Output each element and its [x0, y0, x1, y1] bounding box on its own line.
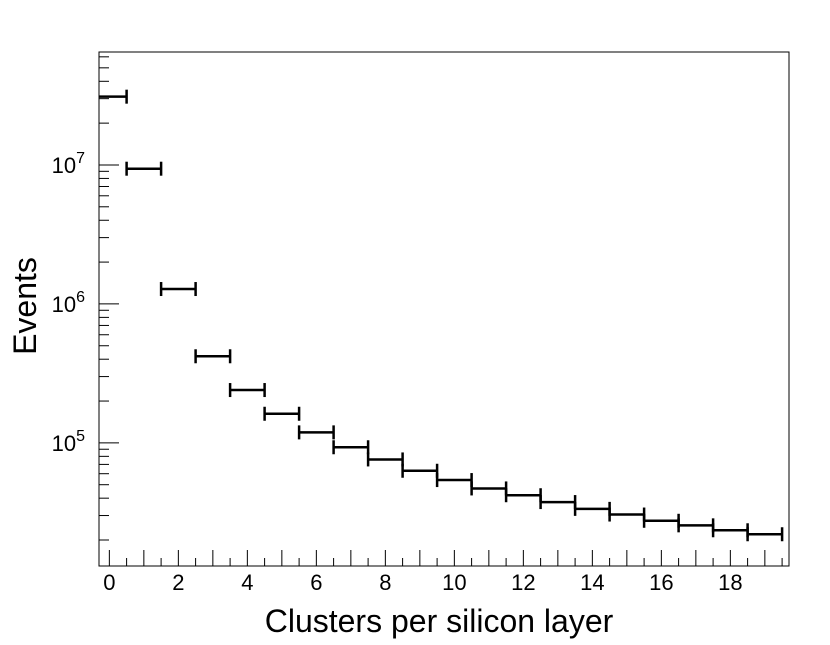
histogram-bins [99, 89, 784, 542]
histogram-bin [504, 488, 542, 503]
histogram-bin [608, 507, 646, 522]
y-axis-title: Events [7, 257, 43, 355]
axis-ticks [99, 56, 783, 566]
histogram-bin [159, 282, 197, 297]
histogram-bin [332, 440, 370, 455]
histogram-bin [99, 89, 128, 104]
histogram-bin [711, 523, 749, 538]
x-tick-label: 12 [511, 570, 535, 595]
x-tick-label: 10 [442, 570, 466, 595]
histogram-bin [125, 161, 163, 176]
x-tick-label: 8 [379, 570, 391, 595]
y-tick-label: 107 [52, 150, 85, 178]
histogram-bin [228, 383, 266, 398]
histogram-bin [194, 349, 232, 364]
histogram-bin [677, 518, 715, 533]
histogram-bin [263, 406, 301, 421]
y-tick-label: 105 [52, 428, 85, 456]
histogram-bin [746, 527, 784, 542]
x-axis-title: Clusters per silicon layer [265, 603, 614, 639]
x-tick-label: 16 [649, 570, 673, 595]
x-tick-labels: 0 2 4 6 8 10 12 14 16 18 [103, 570, 742, 595]
histogram-bin [470, 481, 508, 496]
y-tick-labels: 105 106 107 [52, 150, 85, 456]
histogram-bin [435, 473, 473, 488]
x-tick-label: 14 [580, 570, 604, 595]
histogram-bin [366, 452, 404, 467]
x-tick-label: 6 [310, 570, 322, 595]
x-tick-label: 2 [172, 570, 184, 595]
histogram-bin [297, 425, 335, 440]
histogram-bin [539, 495, 577, 510]
plot-frame [98, 51, 790, 567]
x-tick-label: 0 [103, 570, 115, 595]
histogram-bin [573, 501, 611, 516]
x-tick-label: 18 [718, 570, 742, 595]
y-tick-label: 106 [52, 289, 85, 317]
x-tick-label: 4 [241, 570, 253, 595]
histogram-bin [642, 513, 680, 528]
histogram-bin [401, 463, 439, 478]
